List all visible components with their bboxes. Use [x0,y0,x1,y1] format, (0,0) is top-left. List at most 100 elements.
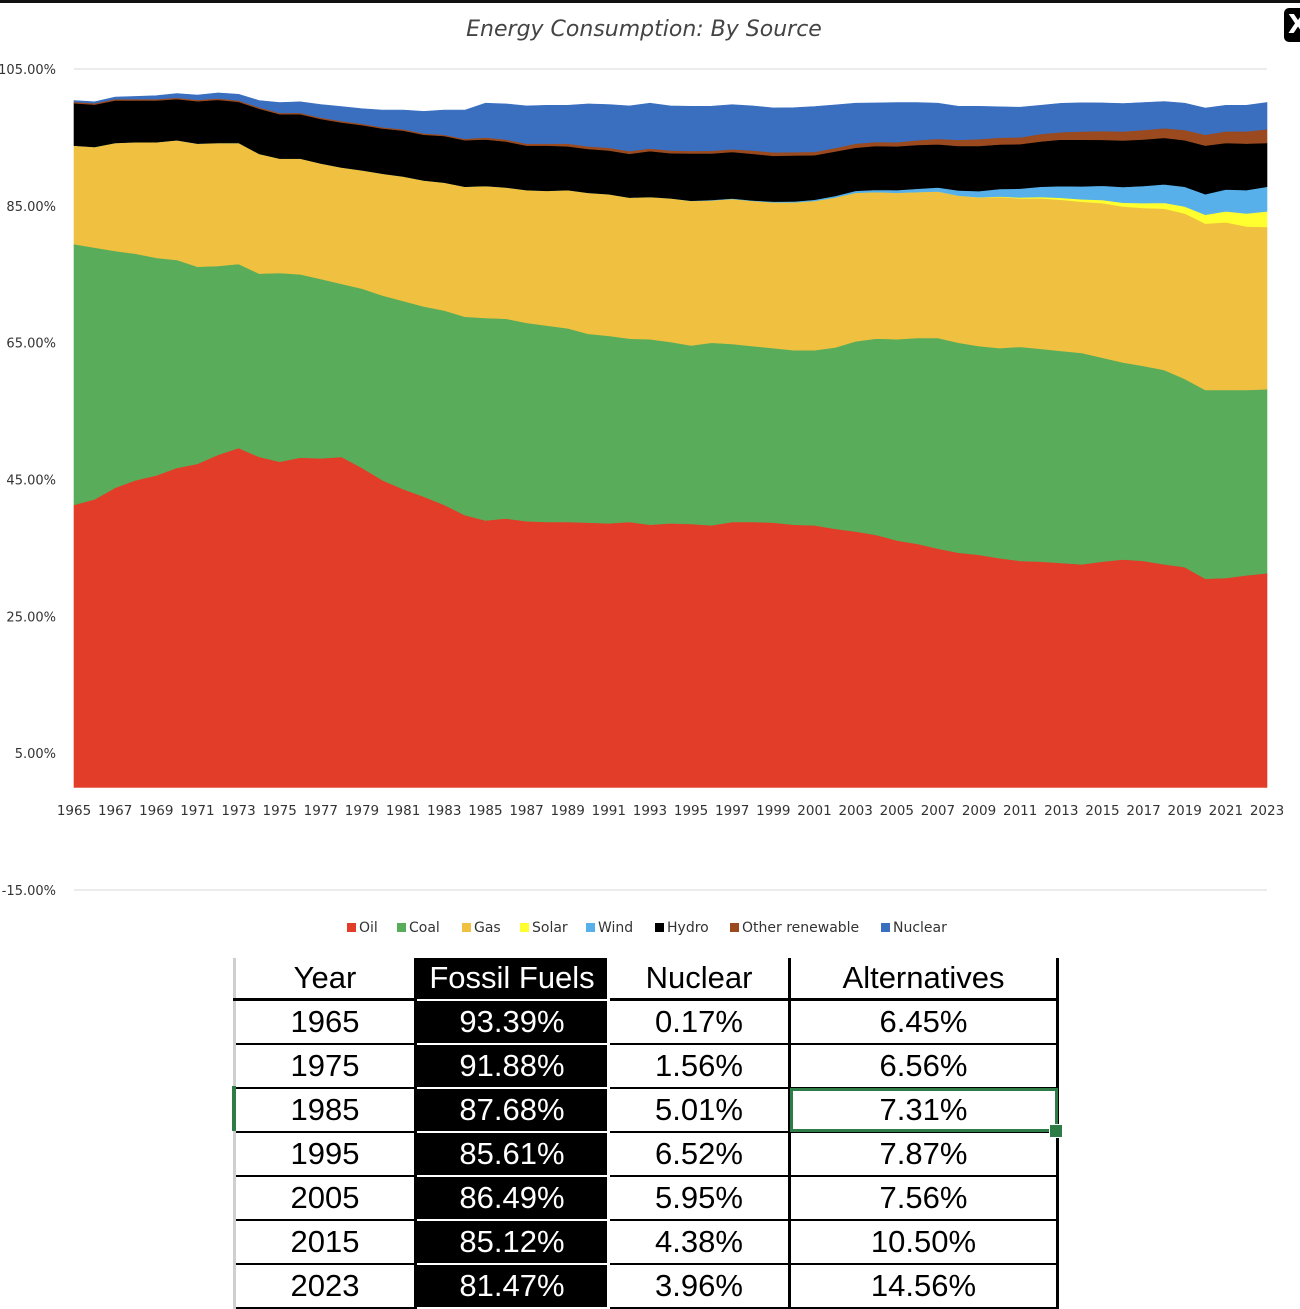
cell-fossil-fuels[interactable]: 85.61% [415,1132,610,1177]
x-tick-label: 2015 [1085,803,1119,819]
cell-alternatives[interactable]: 7.56% [789,1176,1059,1221]
x-tick-label: 2019 [1168,803,1202,819]
table-row: 1995 85.61% 6.52% 7.87% [233,1132,1059,1177]
cell-fossil-fuels[interactable]: 81.47% [415,1264,610,1309]
y-tick-label: 5.00% [15,747,56,762]
cell-alternatives[interactable]: 14.56% [789,1264,1059,1309]
x-tick-label: 1967 [98,803,132,819]
header-nuclear[interactable]: Nuclear [608,958,791,1001]
x-tick-label: 1969 [139,803,173,819]
x-tick-label: 1971 [180,803,214,819]
cell-year[interactable]: 2015 [233,1220,417,1265]
x-tick-label: 1993 [633,803,667,819]
cell-fossil-fuels[interactable]: 86.49% [415,1176,610,1221]
cell-alternatives[interactable]: 6.45% [789,999,1059,1045]
cell-nuclear[interactable]: 5.95% [608,1176,791,1221]
x-tick-label: 2001 [797,803,831,819]
x-tick-label: 1973 [221,803,255,819]
x-tick-label: 2009 [962,803,996,819]
x-tick-label: 1995 [674,803,708,819]
header-alternatives[interactable]: Alternatives [789,958,1059,1001]
y-tick-label: 85.00% [6,200,56,215]
x-tick-label: 1983 [427,803,461,819]
cell-fossil-fuels[interactable]: 87.68% [415,1088,610,1133]
area-series [73,92,1268,788]
cell-fossil-fuels[interactable]: 91.88% [415,1044,610,1089]
legend-swatch [881,923,890,932]
legend-label: Oil [359,920,378,936]
cell-year[interactable]: 1995 [233,1132,417,1177]
cell-year[interactable]: 1975 [233,1044,417,1089]
area-nuclear [73,92,1268,153]
header-fossil-fuels[interactable]: Fossil Fuels [415,958,610,1001]
legend: Oil Coal Gas Solar Wind Hydro Other renewable N… [347,920,947,936]
x-axis-labels: 1965 1967 1969 1971 1973 1975 1977 1979 1981 1983… [57,803,1284,819]
legend-label: Coal [409,920,440,936]
cell-fossil-fuels[interactable]: 85.12% [415,1220,610,1265]
y-axis-labels: 105.00% 85.00% 65.00% 45.00% 25.00% 5.00% -15.… [0,63,56,899]
x-tick-label: 2011 [1003,803,1037,819]
header-year[interactable]: Year [233,958,417,1001]
cell-year[interactable]: 2005 [233,1176,417,1221]
fill-handle[interactable] [1049,1124,1063,1138]
table-header-row: Year Fossil Fuels Nuclear Alternatives [233,958,1059,1001]
y-tick-label: 45.00% [6,474,56,489]
table-row: 1975 91.88% 1.56% 6.56% [233,1044,1059,1089]
cell-alternatives[interactable]: 10.50% [789,1220,1059,1265]
cell-nuclear[interactable]: 5.01% [608,1088,791,1133]
table-row: 2015 85.12% 4.38% 10.50% [233,1220,1059,1265]
table-row: 2005 86.49% 5.95% 7.56% [233,1176,1059,1221]
legend-label: Hydro [667,920,709,936]
legend-label: Other renewable [742,920,859,936]
cell-alternatives-selected[interactable]: 7.31% [789,1088,1059,1133]
cell-year[interactable]: 2023 [233,1264,417,1309]
x-tick-label: 1981 [386,803,420,819]
x-tick-label: 2023 [1250,803,1284,819]
cell-alternatives[interactable]: 6.56% [789,1044,1059,1089]
stacked-area-chart: Energy Consumption: By Source 105.00% 85.… [0,17,1284,936]
table-row: 2023 81.47% 3.96% 14.56% [233,1264,1059,1309]
legend-swatch [730,923,739,932]
close-button[interactable]: X [1284,8,1300,42]
cell-nuclear[interactable]: 6.52% [608,1132,791,1177]
x-tick-label: 2003 [838,803,872,819]
legend-label: Nuclear [893,920,947,936]
legend-label: Solar [532,920,568,936]
y-tick-label: 65.00% [6,337,56,352]
x-tick-label: 2013 [1044,803,1078,819]
legend-swatch [462,923,471,932]
cell-alternatives[interactable]: 7.87% [789,1132,1059,1177]
x-tick-label: 1999 [756,803,790,819]
cell-nuclear[interactable]: 3.96% [608,1264,791,1309]
x-tick-label: 1997 [715,803,749,819]
cell-year[interactable]: 1985 [233,1088,417,1133]
x-tick-label: 1965 [57,803,91,819]
window-top-border [0,0,1300,3]
legend-label: Wind [598,920,633,936]
x-tick-label: 1985 [468,803,502,819]
x-tick-label: 1977 [304,803,338,819]
legend-swatch [397,923,406,932]
cell-year[interactable]: 1965 [233,999,417,1045]
table-row: 1985 87.68% 5.01% 7.31% [233,1088,1059,1133]
x-tick-label: 1979 [345,803,379,819]
cell-nuclear[interactable]: 4.38% [608,1220,791,1265]
legend-label: Gas [474,920,501,936]
table-row: 1965 93.39% 0.17% 6.45% [233,999,1059,1045]
legend-swatch [655,923,664,932]
legend-swatch [586,923,595,932]
x-tick-label: 1987 [509,803,543,819]
cell-nuclear[interactable]: 1.56% [608,1044,791,1089]
x-tick-label: 1991 [592,803,626,819]
x-tick-label: 2005 [880,803,914,819]
x-tick-label: 2007 [921,803,955,819]
cell-fossil-fuels[interactable]: 93.39% [415,999,610,1045]
chart-title: Energy Consumption: By Source [466,17,822,42]
y-tick-label: 25.00% [6,610,56,625]
legend-swatch [520,923,529,932]
x-tick-label: 2017 [1126,803,1160,819]
summary-table: Year Fossil Fuels Nuclear Alternatives 1… [233,958,1059,1309]
active-row-marker [232,1086,236,1131]
cell-nuclear[interactable]: 0.17% [608,999,791,1045]
y-tick-label: -15.00% [2,884,56,899]
